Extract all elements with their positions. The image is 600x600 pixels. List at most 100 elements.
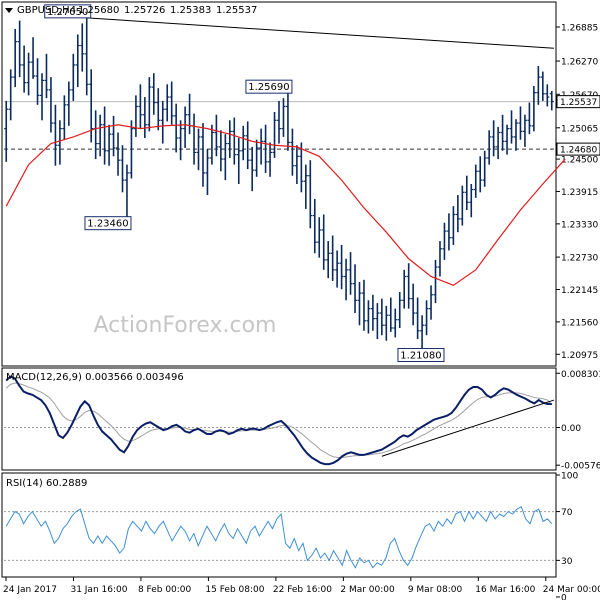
ohlc-bar (487, 130, 492, 165)
ohlc-bar (129, 120, 134, 179)
ohlc-bar (151, 73, 156, 115)
ohlc-bar (393, 308, 398, 338)
ohlc-bar (312, 198, 317, 254)
macd-trendline-segment (381, 399, 555, 457)
ohlc-bar (107, 124, 112, 166)
ohlc-low: 1.25383 (170, 5, 211, 16)
ohlc-bar (40, 73, 45, 121)
ohlc-bar (518, 106, 523, 140)
annotation-label: 1.21080 (400, 350, 441, 361)
ohlc-bar (245, 121, 250, 170)
ohlc-bar (478, 156, 483, 193)
ohlc-bar (84, 17, 89, 96)
ohlc-bar (496, 126, 501, 160)
annotation-label: 1.27050 (47, 7, 88, 18)
ohlc-bar (35, 58, 40, 105)
ohlc-bar (321, 214, 326, 270)
price-bars (4, 17, 554, 349)
ohlc-bar (80, 23, 85, 72)
ohlc-bar (308, 160, 313, 229)
ohlc-bar (290, 128, 295, 176)
x-tick-label: 24 Jan 2017 (3, 585, 57, 595)
price-annotation: 1.21080 (397, 347, 445, 362)
x-tick-label: 15 Feb 08:00 (205, 585, 264, 595)
ohlc-bar (22, 45, 27, 93)
price-trendline (86, 17, 555, 49)
ohlc-bar (406, 263, 411, 309)
ohlc-bar (353, 264, 358, 314)
ohlc-bar (370, 294, 375, 331)
ohlc-bar (165, 84, 170, 122)
ohlc-bar (236, 138, 241, 184)
ohlc-bar (44, 53, 49, 99)
ohlc-bar (281, 98, 286, 137)
time-axis: 24 Jan 2017 31 Jan 16:00 8 Feb 00:00 15 Feb… (3, 577, 600, 595)
ohlc-bar (98, 114, 103, 157)
ohlc-bar (26, 52, 31, 96)
ohlc-bar (183, 106, 188, 148)
price-y-tick-label: 1.23330 (561, 220, 598, 230)
ohlc-bar (241, 125, 246, 161)
ohlc-bar (455, 195, 460, 233)
ohlc-bar (361, 279, 366, 331)
price-annotation: 1.27050 (44, 4, 92, 19)
price-annotation: 1.25690 (245, 79, 293, 94)
ohlc-bar (285, 93, 290, 151)
ohlc-bar (411, 283, 416, 326)
ohlc-bar (169, 81, 174, 125)
ohlc-bar (250, 146, 255, 192)
ohlc-bar (75, 34, 80, 88)
price-y-tick-label: 1.23915 (561, 188, 598, 198)
ohlc-bar (505, 124, 510, 155)
ohlc-bar (174, 103, 179, 153)
ohlc-bar (209, 124, 214, 165)
ohlc-bar (420, 315, 425, 349)
rsi-y-axis: 100 70 30 0 (4, 472, 578, 600)
ohlc-bar (460, 185, 465, 226)
ohlc-bar (124, 164, 129, 217)
ohlc-bar (31, 37, 36, 79)
ohlc-bar (464, 175, 469, 211)
macd-main-polyline (5, 375, 552, 466)
ohlc-bar (4, 100, 9, 162)
ohlc-bar (536, 66, 541, 105)
annotation-box (245, 79, 293, 94)
ohlc-bar (259, 128, 264, 165)
ohlc-bar (17, 20, 22, 78)
ohlc-bar (446, 213, 451, 251)
ohlc-bar (268, 142, 273, 177)
price-y-tick-label: 1.22145 (561, 286, 598, 296)
ohlc-bar (254, 139, 259, 177)
ohlc-bar (223, 134, 228, 181)
ohlc-bar (156, 88, 161, 131)
ohlc-bar (303, 164, 308, 209)
ohlc-bar (111, 115, 116, 157)
ohlc-bar (384, 305, 389, 341)
price-panel-frame (1, 1, 557, 367)
ohlc-bar (335, 250, 340, 288)
price-annotations: 1.27050 1.23460 1.25690 1.21080 (44, 4, 445, 362)
x-tick-label: 9 Mar 08:00 (408, 585, 463, 595)
macd-y-tick-label: 0.00 (561, 424, 581, 434)
x-tick-label: 2 Mar 00:00 (340, 585, 395, 595)
price-y-tick-label: 1.26885 (561, 23, 598, 33)
ohlc-bar (451, 206, 456, 245)
ohlc-bar (549, 90, 554, 111)
rsi-y-tick-label: 100 (561, 472, 578, 482)
trendline (86, 17, 555, 49)
ohlc-bar (326, 241, 331, 279)
ohlc-bar (442, 222, 447, 260)
x-tick-label: 8 Feb 00:00 (138, 585, 192, 595)
rsi-y-tick-label: 0 (561, 593, 567, 600)
ohlc-bar (424, 300, 429, 336)
ohlc-bar (344, 258, 349, 301)
price-tags: 1.25537 1.24680 (556, 95, 600, 156)
annotation-box (44, 4, 92, 19)
macd-y-axis: 0.008301 0.00 -0.005768 (4, 370, 600, 472)
macd-signal-polyline (5, 382, 553, 459)
ohlc-bar (388, 297, 393, 332)
ohlc-bar (205, 149, 210, 196)
ohlc-bar (277, 100, 281, 144)
level-tag: 1.24680 (560, 146, 597, 156)
